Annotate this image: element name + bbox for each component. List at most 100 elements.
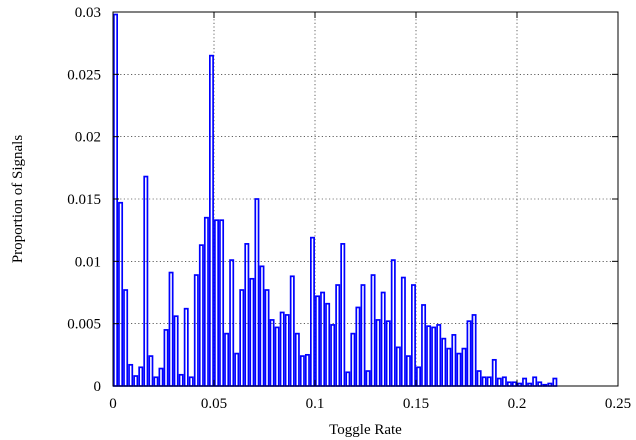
histogram-bar [491,358,497,387]
histogram-bar [365,370,371,387]
histogram-bar [390,259,396,387]
axis-ticks [112,11,619,387]
histogram-bar [345,371,351,387]
histogram-bar [193,274,199,387]
histogram-bar [436,324,442,387]
histogram-bar [411,284,416,387]
histogram-bars [113,13,558,387]
histogram-bar [370,274,376,387]
histogram-bar [350,332,356,387]
histogram-bar [153,376,159,387]
histogram-bar [552,377,558,387]
histogram-bar [178,373,184,387]
histogram-bar [224,332,230,387]
x-axis-label: Toggle Rate [329,422,402,438]
histogram-bar [395,346,401,387]
histogram-bar [385,320,391,387]
y-tick-label: 0.015 [67,192,101,208]
histogram-bar [304,353,310,387]
histogram-bar [325,302,331,387]
histogram-bar [264,289,270,387]
histogram-bar [138,366,144,387]
histogram-bar [416,366,421,387]
histogram-bar [133,375,139,387]
histogram-bar [183,307,189,387]
histogram-bar [229,259,235,387]
histogram-bar [143,175,149,387]
histogram-bar [481,376,487,387]
histogram-bar [294,332,300,387]
histogram-bar [375,319,381,387]
histogram-bar [234,352,240,387]
histogram-bar [203,216,209,387]
histogram-bar [335,284,341,387]
histogram-bar [148,355,154,387]
histogram-bar [289,275,295,387]
histogram-bar [360,284,366,387]
histogram-bar [456,352,462,387]
histogram-bar [274,326,280,387]
x-tick-label: 0.1 [306,396,325,412]
histogram-bar [380,291,386,387]
histogram-bar [522,377,528,387]
x-tick-label: 0.2 [508,396,527,412]
x-tick-labels: 0 0.05 0.1 0.15 0.2 0.25 [109,396,631,412]
histogram-bar [259,265,265,387]
y-tick-label: 0.005 [67,317,101,333]
histogram-bar [506,381,512,387]
histogram-bar [214,219,219,387]
histogram-bar [496,377,502,387]
histogram-bar [446,347,452,387]
y-tick-label: 0.01 [75,254,101,270]
x-tick-label: 0.15 [403,396,429,412]
histogram-bar [123,289,129,387]
histogram-bar [269,319,275,387]
grid-lines [113,12,618,386]
histogram-bar [173,315,179,387]
histogram-bar [501,376,507,387]
histogram-bar [163,329,169,387]
histogram-bar [340,243,346,387]
histogram-bar [486,376,492,387]
histogram-bar [158,367,164,387]
histogram-bar [284,314,290,387]
x-tick-label: 0 [109,396,117,412]
histogram-bar [198,244,204,387]
histogram-bar [461,347,467,387]
y-tick-label: 0 [94,379,102,395]
histogram-bar [315,295,320,387]
histogram-bar [279,311,285,387]
histogram-bar [219,219,225,387]
histogram-bar [310,236,315,387]
x-tick-label: 0.25 [605,396,631,412]
histogram-bar [244,243,250,387]
y-tick-label: 0.025 [67,67,101,83]
histogram-bar [476,370,482,387]
histogram-bar [355,306,361,387]
histogram-bar [209,54,214,387]
histogram-bar [188,376,194,387]
histogram-bar [426,325,432,387]
x-tick-label: 0.05 [201,396,227,412]
histogram-bar [254,198,260,387]
y-tick-label: 0.02 [75,130,101,146]
histogram-bar [466,320,472,387]
histogram-bar [249,277,255,387]
y-tick-label: 0.03 [75,5,101,21]
y-tick-labels: 0 0.005 0.01 0.015 0.02 0.025 0.03 [67,5,101,395]
histogram-bar [113,13,119,387]
histogram-bar [441,337,447,387]
histogram-bar [532,376,538,387]
histogram-bar [537,381,543,387]
histogram-bar [299,355,305,387]
histogram-bar [431,326,437,387]
histogram-bar [168,271,174,387]
histogram-bar [239,289,245,387]
histogram-bar [421,304,427,387]
histogram-bar [405,355,411,387]
histogram-bar [451,334,457,387]
histogram-bar [471,314,477,387]
histogram-bar [128,363,134,387]
histogram-bar [511,381,517,387]
